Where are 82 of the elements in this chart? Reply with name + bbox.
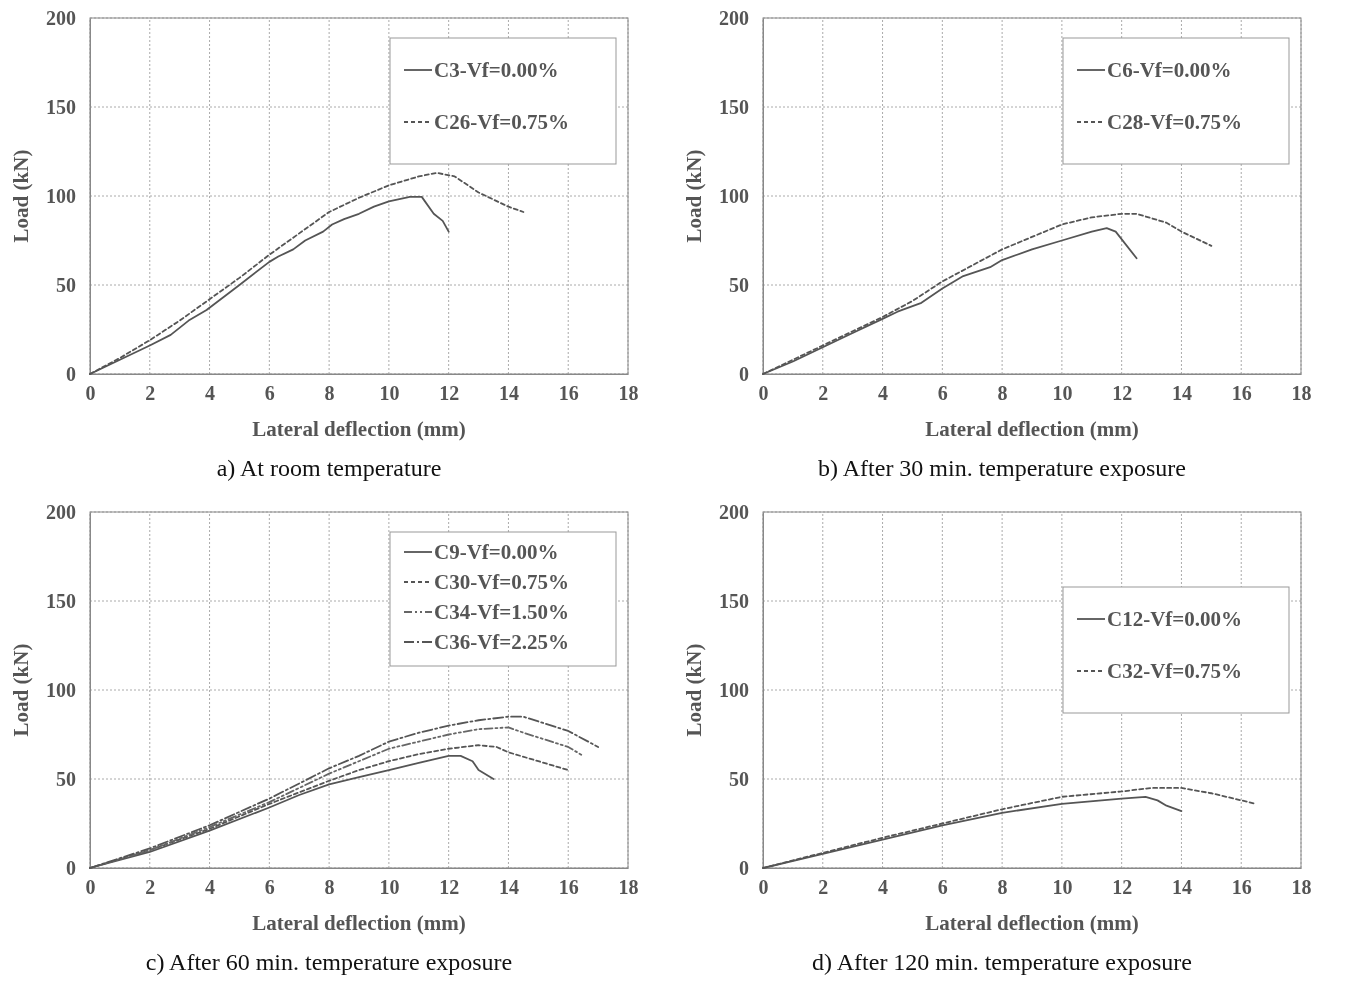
text: b) After 30 min. temperature exposure xyxy=(818,455,1186,481)
x-tick-label: 14 xyxy=(498,876,519,899)
legend-label: C6-Vf=0.00% xyxy=(1107,58,1232,82)
x-tick-label: 6 xyxy=(264,876,275,899)
legend-label: C9-Vf=0.00% xyxy=(434,540,559,564)
y-tick-label: 200 xyxy=(46,6,76,29)
y-tick-label: 150 xyxy=(46,95,76,118)
x-tick-label: 14 xyxy=(498,382,519,405)
y-tick-label: 100 xyxy=(46,184,76,207)
x-tick-label: 14 xyxy=(1171,876,1192,899)
text: a) At room temperature xyxy=(216,455,442,481)
y-tick-label: 100 xyxy=(46,678,76,701)
x-tick-label: 2 xyxy=(145,876,156,899)
y-tick-label: 150 xyxy=(719,95,749,118)
y-tick-label: 0 xyxy=(739,362,749,385)
y-tick-label: 100 xyxy=(719,184,749,207)
legend-label: C26-Vf=0.75% xyxy=(434,110,570,134)
y-tick-label: 200 xyxy=(719,500,749,523)
legend-label: C34-Vf=1.50% xyxy=(434,600,570,624)
x-tick-label: 4 xyxy=(205,876,216,899)
legend-label: C28-Vf=0.75% xyxy=(1107,110,1243,134)
y-axis-title: Load (kN) xyxy=(9,643,33,737)
x-axis-title: Lateral deflection (mm) xyxy=(925,911,1139,935)
x-tick-label: 10 xyxy=(379,876,400,899)
text: d) After 120 min. temperature exposure xyxy=(812,949,1192,975)
x-tick-label: 10 xyxy=(1052,382,1073,405)
x-tick-label: 2 xyxy=(818,876,829,899)
x-tick-label: 16 xyxy=(558,382,579,405)
x-tick-label: 16 xyxy=(1231,382,1252,405)
x-tick-label: 12 xyxy=(1112,382,1133,405)
x-tick-label: 8 xyxy=(324,876,335,899)
x-tick-label: 16 xyxy=(1231,876,1252,899)
x-axis-title: Lateral deflection (mm) xyxy=(925,417,1139,441)
x-tick-label: 8 xyxy=(997,876,1008,899)
x-tick-label: 0 xyxy=(85,382,96,405)
x-axis-title: Lateral deflection (mm) xyxy=(252,911,466,935)
x-tick-label: 12 xyxy=(439,382,460,405)
x-tick-label: 6 xyxy=(937,876,948,899)
x-tick-label: 14 xyxy=(1171,382,1192,405)
y-tick-label: 150 xyxy=(719,589,749,612)
legend-label: C3-Vf=0.00% xyxy=(434,58,559,82)
legend-label: C32-Vf=0.75% xyxy=(1107,659,1243,683)
x-tick-label: 12 xyxy=(1112,876,1133,899)
y-tick-label: 150 xyxy=(46,589,76,612)
x-tick-label: 0 xyxy=(758,382,769,405)
x-tick-label: 12 xyxy=(439,876,460,899)
y-tick-label: 50 xyxy=(56,273,76,296)
x-tick-label: 18 xyxy=(618,382,639,405)
x-tick-label: 2 xyxy=(145,382,156,405)
y-tick-label: 50 xyxy=(56,767,76,790)
y-axis-title: Load (kN) xyxy=(682,149,706,243)
y-tick-label: 0 xyxy=(66,856,76,879)
x-tick-label: 4 xyxy=(878,382,889,405)
x-tick-label: 0 xyxy=(758,876,769,899)
x-tick-label: 6 xyxy=(937,382,948,405)
y-tick-label: 50 xyxy=(729,767,749,790)
legend-label: C12-Vf=0.00% xyxy=(1107,607,1243,631)
text: c) After 60 min. temperature exposure xyxy=(145,949,513,975)
y-tick-label: 0 xyxy=(66,362,76,385)
x-tick-label: 16 xyxy=(558,876,579,899)
x-tick-label: 4 xyxy=(205,382,216,405)
x-tick-label: 0 xyxy=(85,876,96,899)
legend-label: C30-Vf=0.75% xyxy=(434,570,570,594)
y-tick-label: 0 xyxy=(739,856,749,879)
x-tick-label: 4 xyxy=(878,876,889,899)
x-tick-label: 18 xyxy=(1291,382,1312,405)
x-tick-label: 6 xyxy=(264,382,275,405)
x-tick-label: 8 xyxy=(324,382,335,405)
y-axis-title: Load (kN) xyxy=(9,149,33,243)
x-tick-label: 10 xyxy=(1052,876,1073,899)
y-tick-label: 50 xyxy=(729,273,749,296)
x-tick-label: 18 xyxy=(618,876,639,899)
x-tick-label: 8 xyxy=(997,382,1008,405)
x-axis-title: Lateral deflection (mm) xyxy=(252,417,466,441)
x-tick-label: 10 xyxy=(379,382,400,405)
legend-label: C36-Vf=2.25% xyxy=(434,630,570,654)
x-tick-label: 18 xyxy=(1291,876,1312,899)
y-tick-label: 200 xyxy=(46,500,76,523)
y-axis-title: Load (kN) xyxy=(682,643,706,737)
y-tick-label: 200 xyxy=(719,6,749,29)
y-tick-label: 100 xyxy=(719,678,749,701)
x-tick-label: 2 xyxy=(818,382,829,405)
